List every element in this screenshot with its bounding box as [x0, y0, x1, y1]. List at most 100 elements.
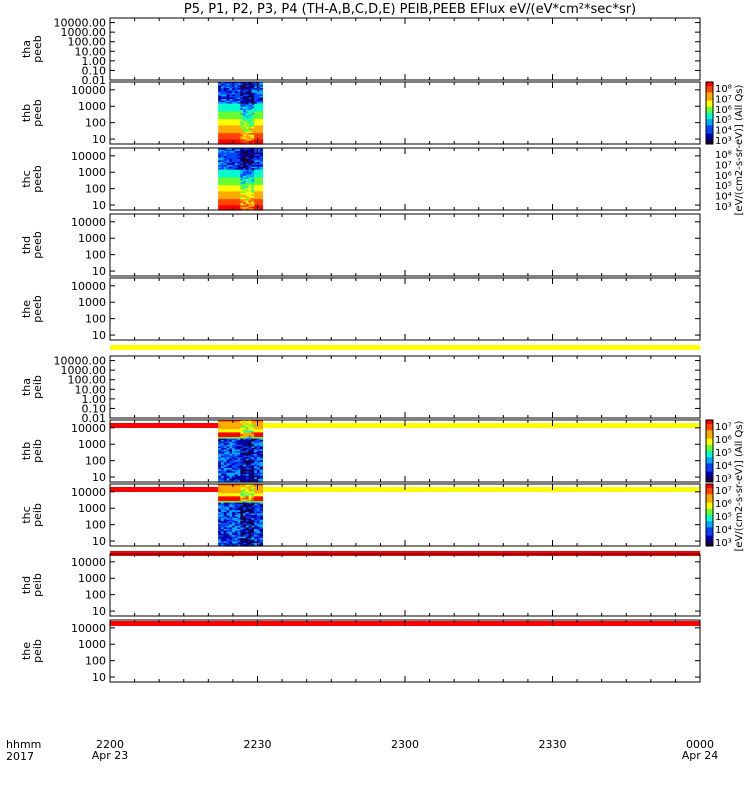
- spectrogram-cell: [223, 131, 228, 134]
- spectrogram-cell: [256, 122, 261, 125]
- spectrogram-cell: [220, 440, 225, 443]
- spectrogram-cell: [243, 148, 247, 151]
- y-tick-label: 10000.00: [54, 355, 107, 368]
- spectrogram-cell: [254, 475, 258, 478]
- spectrogram-cell: [243, 522, 247, 525]
- spectrogram-cell: [220, 491, 225, 494]
- spectrogram-cell: [240, 100, 244, 103]
- spectrogram-cell: [240, 97, 244, 100]
- spectrogram-cell: [256, 185, 261, 188]
- spectrogram-cell: [248, 485, 252, 488]
- spectrogram-cell: [223, 524, 228, 527]
- spectrogram-cell: [248, 471, 252, 474]
- spectrogram-cell: [251, 475, 255, 478]
- spectrogram-cell: [231, 111, 236, 114]
- spectrogram-cell: [254, 188, 258, 191]
- spectrogram-cell: [251, 468, 255, 471]
- spectrogram-cell: [254, 426, 258, 429]
- spectrogram-cell: [231, 117, 236, 120]
- spectrogram-cell: [259, 502, 264, 505]
- spectrogram-cell: [256, 471, 261, 474]
- spectrogram-cell: [237, 102, 241, 105]
- spectrogram-cell: [251, 200, 255, 203]
- spectrogram-cell: [226, 468, 230, 471]
- spectrogram-cell: [254, 149, 258, 152]
- spectrogram-cell: [229, 530, 233, 533]
- spectrogram-cell: [218, 525, 222, 528]
- spectrogram-cell: [220, 444, 225, 447]
- spectrogram-cell: [223, 519, 228, 522]
- spectrogram-cell: [245, 83, 250, 86]
- spectrogram-cell: [254, 148, 258, 151]
- spectrogram-cell: [245, 499, 250, 502]
- spectrogram-cell: [256, 485, 261, 488]
- spectrogram-cell: [248, 194, 252, 197]
- spectrogram-cell: [251, 505, 255, 508]
- colorbar-cell: [706, 448, 713, 452]
- spectrogram-cell: [245, 508, 250, 511]
- colorbar-tick-label: 10³: [715, 474, 732, 485]
- spectrogram-cell: [243, 441, 247, 444]
- spectrogram-cell: [256, 510, 261, 513]
- spectrogram-cell: [218, 169, 222, 172]
- spectrogram-cell: [231, 206, 236, 210]
- spectrogram-cell: [234, 128, 239, 131]
- spectrogram-cell: [248, 183, 252, 186]
- spectrogram-cell: [229, 528, 233, 532]
- spectrogram-cell: [226, 117, 230, 120]
- spectrogram-cell: [243, 485, 247, 488]
- spectrogram-cell: [229, 497, 233, 501]
- y-tick-label: 10000: [71, 622, 106, 635]
- spectrogram-cell: [243, 490, 247, 493]
- spectrogram-cell: [259, 203, 264, 206]
- spectrogram-cell: [237, 464, 241, 468]
- spectrogram-cell: [256, 429, 261, 432]
- spectrogram-cell: [218, 203, 222, 206]
- spectrogram-cell: [248, 542, 252, 546]
- spectrogram-cell: [245, 186, 250, 189]
- spectrogram-cell: [256, 502, 261, 505]
- spectrogram-cell: [243, 183, 247, 186]
- spectrogram-cell: [243, 206, 247, 210]
- spectrogram-cell: [240, 116, 244, 119]
- spectrogram-cell: [231, 199, 236, 202]
- spectrogram-cell: [237, 504, 241, 507]
- spectrogram-cell: [234, 175, 239, 179]
- panel-frame: [109, 355, 701, 419]
- spectrogram-cell: [259, 441, 264, 444]
- spectrogram-cell: [223, 154, 228, 157]
- y-tick-label: 10: [92, 605, 106, 618]
- spectrogram-cell: [245, 458, 250, 461]
- spectrogram-cell: [248, 441, 252, 444]
- spectrogram-cell: [254, 501, 258, 504]
- spectrogram-cell: [254, 172, 258, 175]
- spectrogram-cell: [248, 161, 252, 165]
- spectrogram-cell: [220, 158, 225, 161]
- spectrogram-cell: [226, 202, 230, 205]
- spectrogram-cell: [245, 507, 250, 510]
- spectrogram-cell: [248, 454, 252, 457]
- spectrogram-cell: [218, 186, 222, 189]
- spectrogram-cell: [256, 174, 261, 177]
- spectrogram-cell: [237, 136, 241, 139]
- spectrogram-cell: [240, 446, 244, 449]
- spectrogram-cell: [245, 522, 250, 525]
- spectrogram-cell: [245, 158, 250, 161]
- spectrogram-cell: [231, 89, 236, 92]
- spectrogram-cell: [248, 427, 252, 430]
- spectrogram-cell: [248, 533, 252, 536]
- spectrogram-cell: [223, 423, 228, 426]
- spectrogram-cell: [234, 477, 239, 480]
- spectrogram-cell: [251, 420, 255, 423]
- spectrogram-cell: [254, 472, 258, 475]
- spectrogram-cell: [218, 109, 222, 113]
- spectrogram-cell: [229, 179, 233, 182]
- spectrogram-cell: [237, 446, 241, 449]
- spectrogram-cell: [251, 94, 255, 97]
- spectrogram-cell: [254, 440, 258, 443]
- spectrogram-cell: [226, 488, 230, 491]
- spectrogram-cell: [223, 427, 228, 430]
- spectrogram-cell: [243, 435, 247, 438]
- spectrogram-cell: [243, 99, 247, 102]
- spectrogram-cell: [229, 123, 233, 126]
